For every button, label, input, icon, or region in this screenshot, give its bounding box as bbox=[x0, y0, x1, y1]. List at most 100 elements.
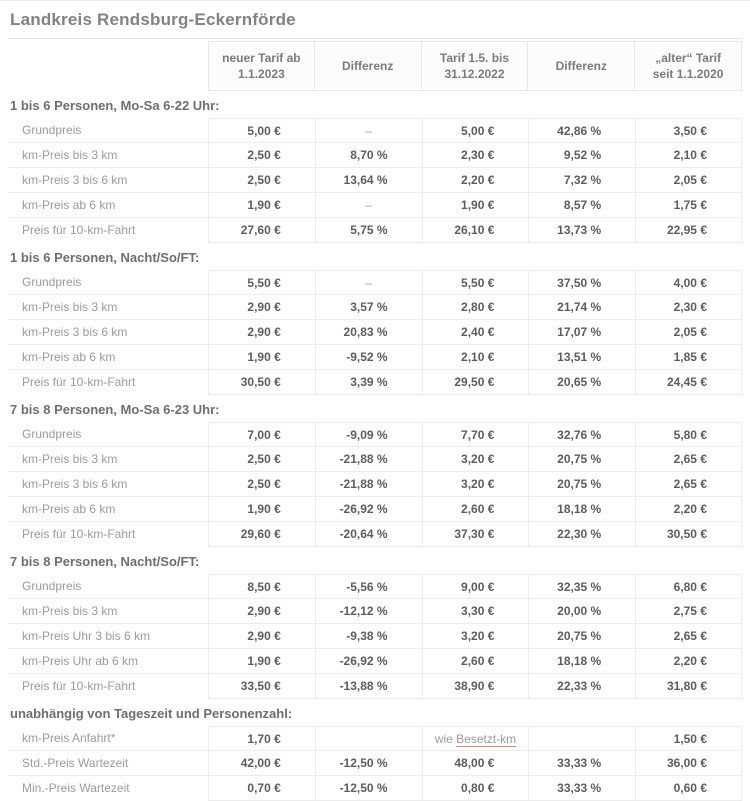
cell-value: 0,60 € bbox=[635, 776, 742, 801]
cell-value: 1,90 € bbox=[208, 497, 315, 522]
cell-value: 37,30 € bbox=[421, 522, 529, 547]
cell-value: 2,60 € bbox=[421, 649, 529, 674]
cell-value: 2,20 € bbox=[635, 497, 742, 522]
cell-value: 2,10 € bbox=[635, 143, 742, 168]
cell-value: 5,00 € bbox=[208, 118, 315, 143]
table-row: Preis für 10-km-Fahrt 30,50 € 3,39 % 29,… bbox=[8, 370, 742, 395]
cell-value: 42,00 € bbox=[208, 751, 315, 776]
cell-value: 2,30 € bbox=[421, 143, 529, 168]
cell-value: 2,50 € bbox=[208, 168, 315, 193]
cell-value: 42,86 % bbox=[528, 118, 636, 143]
cell-value: 36,00 € bbox=[635, 751, 742, 776]
section-table: Grundpreis 5,50 € – 5,50 € 37,50 % 4,00 … bbox=[8, 270, 742, 395]
cell-value: 7,70 € bbox=[421, 422, 529, 447]
section-title: 1 bis 6 Personen, Nacht/So/FT: bbox=[10, 250, 200, 265]
header-cell-empty bbox=[8, 41, 208, 91]
cell-value: 1,75 € bbox=[635, 193, 742, 218]
cell-value: 3,20 € bbox=[421, 624, 529, 649]
table-row: Min.-Preis Wartezeit 0,70 € -12,50 % 0,8… bbox=[8, 776, 742, 801]
table-row: km-Preis bis 3 km 2,90 € -12,12 % 3,30 €… bbox=[8, 599, 742, 624]
cell-value: 22,95 € bbox=[635, 218, 742, 243]
cell-value: 1,85 € bbox=[635, 345, 742, 370]
cell-value: -9,09 % bbox=[314, 422, 422, 447]
row-label: km-Preis Uhr ab 6 km bbox=[8, 649, 208, 674]
section-title: 7 bis 8 Personen, Nacht/So/FT: bbox=[10, 554, 200, 569]
cell-value: 3,30 € bbox=[421, 599, 529, 624]
cell-value: 30,50 € bbox=[635, 522, 742, 547]
header-cell-tariff-2022: Tarif 1.5. bis 31.12.2022 bbox=[421, 41, 529, 91]
besetzt-km-link[interactable]: Besetzt-km bbox=[456, 732, 517, 747]
cell-value: 20,75 % bbox=[528, 447, 636, 472]
cell-value: 7,00 € bbox=[208, 422, 315, 447]
row-label: Std.-Preis Wartezeit bbox=[8, 751, 208, 776]
cell-value: 2,05 € bbox=[635, 168, 742, 193]
cell-value: -13,88 % bbox=[314, 674, 422, 699]
table-row: km-Preis Uhr ab 6 km 1,90 € -26,92 % 2,6… bbox=[8, 649, 742, 674]
section-title: 1 bis 6 Personen, Mo-Sa 6-22 Uhr: bbox=[10, 98, 220, 113]
header-cell-new-tariff-2023: neuer Tarif ab 1.1.2023 bbox=[208, 41, 315, 91]
cell-value: 20,65 % bbox=[528, 370, 636, 395]
cell-value: 38,90 € bbox=[421, 674, 529, 699]
table-row: km-Preis ab 6 km 1,90 € – 1,90 € 8,57 % … bbox=[8, 193, 742, 218]
table-row: km-Preis Anfahrt* 1,70 € wie Besetzt-km … bbox=[8, 726, 742, 751]
cell-value: -9,52 % bbox=[314, 345, 422, 370]
cell-value bbox=[314, 726, 422, 751]
table-row: km-Preis 3 bis 6 km 2,90 € 20,83 % 2,40 … bbox=[8, 320, 742, 345]
table-row: km-Preis bis 3 km 2,50 € 8,70 % 2,30 € 9… bbox=[8, 143, 742, 168]
cell-value: 1,90 € bbox=[208, 193, 315, 218]
row-label: km-Preis bis 3 km bbox=[8, 447, 208, 472]
table-row: km-Preis Uhr 3 bis 6 km 2,90 € -9,38 % 3… bbox=[8, 624, 742, 649]
cell-value: 5,75 % bbox=[314, 218, 422, 243]
section-7-8-persons-day: 7 bis 8 Personen, Mo-Sa 6-23 Uhr: Grundp… bbox=[8, 402, 742, 547]
cell-value: 21,74 % bbox=[528, 295, 636, 320]
cell-value: -26,92 % bbox=[314, 649, 422, 674]
cell-value: 20,75 % bbox=[528, 472, 636, 497]
cell-value: 37,50 % bbox=[528, 270, 636, 295]
cell-value: 33,33 % bbox=[528, 751, 636, 776]
cell-value: 24,45 € bbox=[635, 370, 742, 395]
row-label: km-Preis Uhr 3 bis 6 km bbox=[8, 624, 208, 649]
cell-value: -12,50 % bbox=[314, 776, 422, 801]
cell-value: -12,12 % bbox=[314, 599, 422, 624]
link-prefix-text: wie bbox=[434, 732, 457, 746]
row-label: Grundpreis bbox=[8, 422, 208, 447]
cell-value: 2,40 € bbox=[421, 320, 529, 345]
table-row: Std.-Preis Wartezeit 42,00 € -12,50 % 48… bbox=[8, 751, 742, 776]
cell-value: 5,50 € bbox=[421, 270, 529, 295]
cell-value: 2,80 € bbox=[421, 295, 529, 320]
cell-value: 31,80 € bbox=[635, 674, 742, 699]
row-label: km-Preis 3 bis 6 km bbox=[8, 472, 208, 497]
header-cell-old-tariff-2020: „alter“ Tarif seit 1.1.2020 bbox=[635, 41, 742, 91]
cell-value: -21,88 % bbox=[314, 472, 422, 497]
cell-value: 18,18 % bbox=[528, 497, 636, 522]
header-cell-difference-1: Differenz bbox=[314, 41, 422, 91]
page-title: Landkreis Rendsburg-Eckernförde bbox=[8, 7, 742, 39]
table-row: km-Preis 3 bis 6 km 2,50 € -21,88 % 3,20… bbox=[8, 472, 742, 497]
table-row: Grundpreis 5,00 € – 5,00 € 42,86 % 3,50 … bbox=[8, 118, 742, 143]
table-row: km-Preis ab 6 km 1,90 € -26,92 % 2,60 € … bbox=[8, 497, 742, 522]
row-label: km-Preis 3 bis 6 km bbox=[8, 320, 208, 345]
table-row: km-Preis 3 bis 6 km 2,50 € 13,64 % 2,20 … bbox=[8, 168, 742, 193]
cell-value: wie Besetzt-km bbox=[421, 726, 529, 751]
row-label: Grundpreis bbox=[8, 270, 208, 295]
cell-value: 0,70 € bbox=[208, 776, 315, 801]
section-1-6-persons-night: 1 bis 6 Personen, Nacht/So/FT: Grundprei… bbox=[8, 250, 742, 395]
row-label: km-Preis ab 6 km bbox=[8, 193, 208, 218]
cell-value: 17,07 % bbox=[528, 320, 636, 345]
cell-value: 2,65 € bbox=[635, 624, 742, 649]
cell-value: 26,10 € bbox=[421, 218, 529, 243]
cell-value: -20,64 % bbox=[314, 522, 422, 547]
section-title: unabhängig von Tageszeit und Personenzah… bbox=[10, 706, 293, 721]
section-table: Grundpreis 7,00 € -9,09 % 7,70 € 32,76 %… bbox=[8, 422, 742, 547]
cell-value: 2,05 € bbox=[635, 320, 742, 345]
cell-value: 22,30 % bbox=[528, 522, 636, 547]
cell-value: 3,20 € bbox=[421, 472, 529, 497]
section-independent: unabhängig von Tageszeit und Personenzah… bbox=[8, 706, 742, 801]
cell-value: 0,80 € bbox=[421, 776, 529, 801]
cell-value: 2,90 € bbox=[208, 599, 315, 624]
table-row: Preis für 10-km-Fahrt 33,50 € -13,88 % 3… bbox=[8, 674, 742, 699]
section-table: Grundpreis 5,00 € – 5,00 € 42,86 % 3,50 … bbox=[8, 118, 742, 243]
cell-value: 1,90 € bbox=[421, 193, 529, 218]
section-1-6-persons-day: 1 bis 6 Personen, Mo-Sa 6-22 Uhr: Grundp… bbox=[8, 98, 742, 243]
